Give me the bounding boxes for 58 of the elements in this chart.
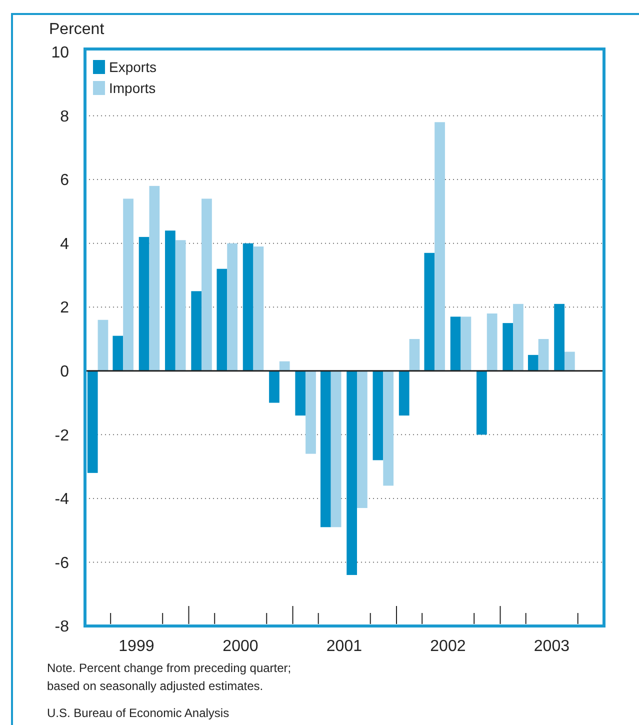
bar (528, 354, 538, 371)
bar (165, 230, 176, 371)
y-tick-label: -6 (54, 554, 70, 572)
x-tick-label: 2003 (534, 638, 570, 655)
bar (123, 198, 134, 371)
bar (98, 320, 108, 371)
bar (112, 336, 124, 371)
bar (242, 243, 254, 371)
x-tick-label: 2001 (326, 638, 362, 655)
bar (330, 370, 342, 528)
legend-label: Imports (109, 80, 156, 96)
bar (564, 352, 575, 371)
bar (138, 236, 150, 371)
bar (450, 316, 461, 371)
bar (486, 313, 498, 371)
bar (320, 370, 331, 528)
bar (191, 291, 202, 371)
bar (357, 370, 368, 508)
bar (295, 370, 306, 416)
bar (434, 122, 445, 371)
bar (554, 304, 564, 371)
bar (279, 361, 290, 371)
bar (409, 339, 420, 371)
bar (253, 246, 264, 371)
bar (227, 243, 238, 371)
bar (346, 370, 358, 575)
y-tick-label: 10 (51, 44, 70, 62)
bar (306, 370, 316, 454)
x-tick-label: 2000 (222, 638, 258, 655)
bar (476, 370, 487, 435)
bar (398, 370, 410, 416)
bar (87, 370, 98, 473)
y-tick-label: 6 (60, 172, 70, 190)
bar (502, 323, 514, 371)
x-tick-label: 1999 (118, 638, 154, 655)
text: Note. Percent change from preceding quarter; based on seasonally adjusted estimates. (47, 661, 292, 693)
bar (202, 198, 212, 371)
x-tick-label: 2002 (430, 638, 466, 655)
bar (424, 252, 435, 371)
y-tick-label: 2 (60, 300, 70, 317)
y-axis-title: Percent (49, 21, 105, 38)
bar (372, 370, 384, 460)
bar (513, 304, 524, 371)
y-tick-label: 4 (60, 236, 70, 253)
bar (149, 186, 160, 371)
y-tick-label: 0 (60, 363, 70, 380)
bar (460, 316, 472, 371)
y-tick-label: -2 (54, 427, 70, 444)
bar (383, 370, 394, 486)
bar (269, 370, 280, 403)
bar (216, 268, 228, 371)
y-tick-label: -4 (54, 491, 70, 508)
y-tick-label: 8 (60, 108, 70, 126)
bar (538, 339, 549, 371)
text: U.S. Bureau of Economic Analysis (47, 706, 230, 720)
y-tick-label: -8 (54, 618, 70, 636)
bar (175, 240, 186, 371)
legend-label: Exports (109, 59, 156, 75)
